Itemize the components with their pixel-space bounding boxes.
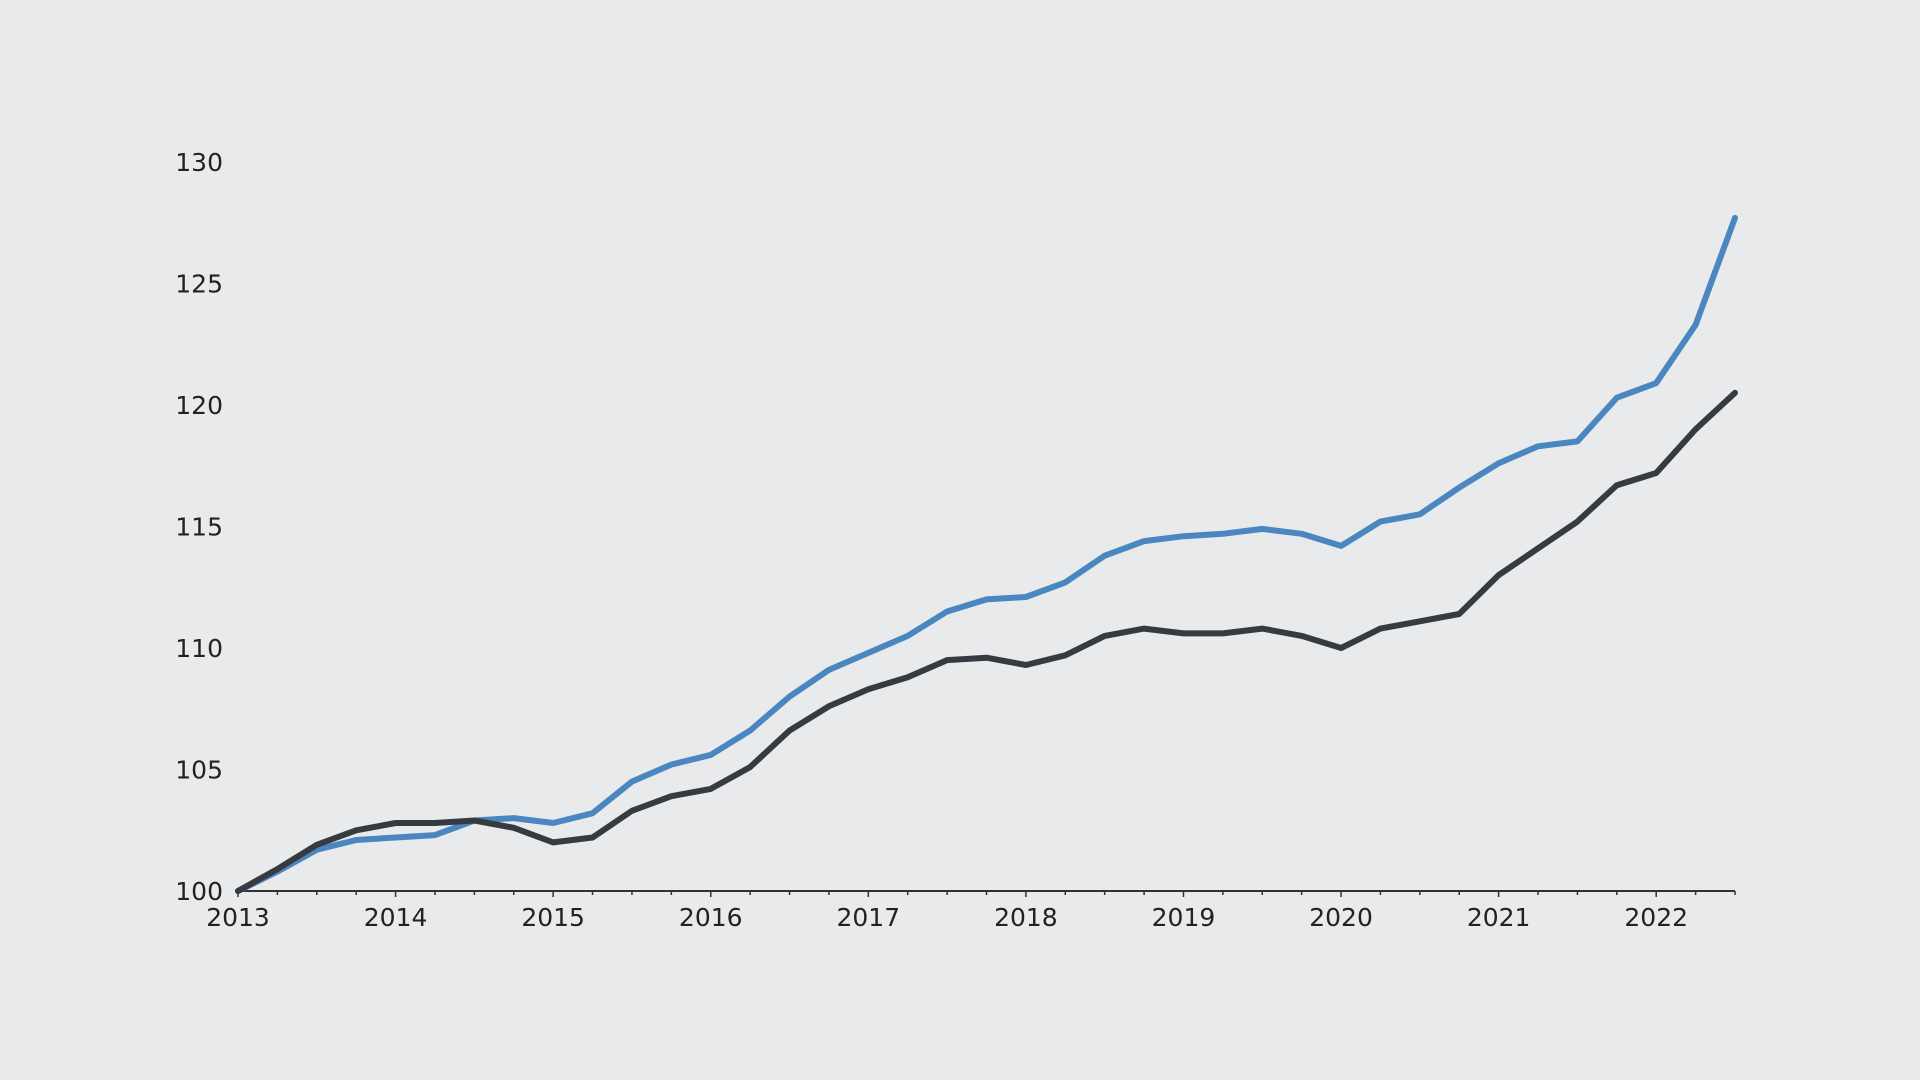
x-tick-label: 2022 (1624, 903, 1688, 932)
x-tick-label: 2020 (1309, 903, 1373, 932)
y-tick-label: 100 (175, 877, 223, 906)
y-tick-label: 110 (175, 634, 223, 663)
series-layer (235, 214, 1738, 894)
x-tick-label: 2015 (521, 903, 585, 932)
x-tick-label: 2018 (994, 903, 1058, 932)
y-tick-label: 115 (175, 513, 223, 542)
x-tick-label: 2014 (364, 903, 428, 932)
y-tick-label: 120 (175, 391, 223, 420)
x-axis: 2013 2014 2015 2016 2017 2018 2019 2020 2021 2022 (206, 890, 1736, 932)
x-tick-label: 2019 (1152, 903, 1216, 932)
x-tick-label: 2017 (837, 903, 901, 932)
y-tick-label: 105 (175, 756, 223, 785)
y-tick-label: 125 (175, 270, 223, 299)
y-axis: 100 105 110 115 120 125 130 (175, 148, 223, 906)
x-tick-label: 2013 (206, 903, 270, 932)
y-tick-label: 130 (175, 148, 223, 177)
x-tick-label: 2016 (679, 903, 743, 932)
x-tick-label: 2021 (1467, 903, 1531, 932)
series-line-1 (235, 214, 1738, 894)
series-line-2 (235, 389, 1738, 894)
